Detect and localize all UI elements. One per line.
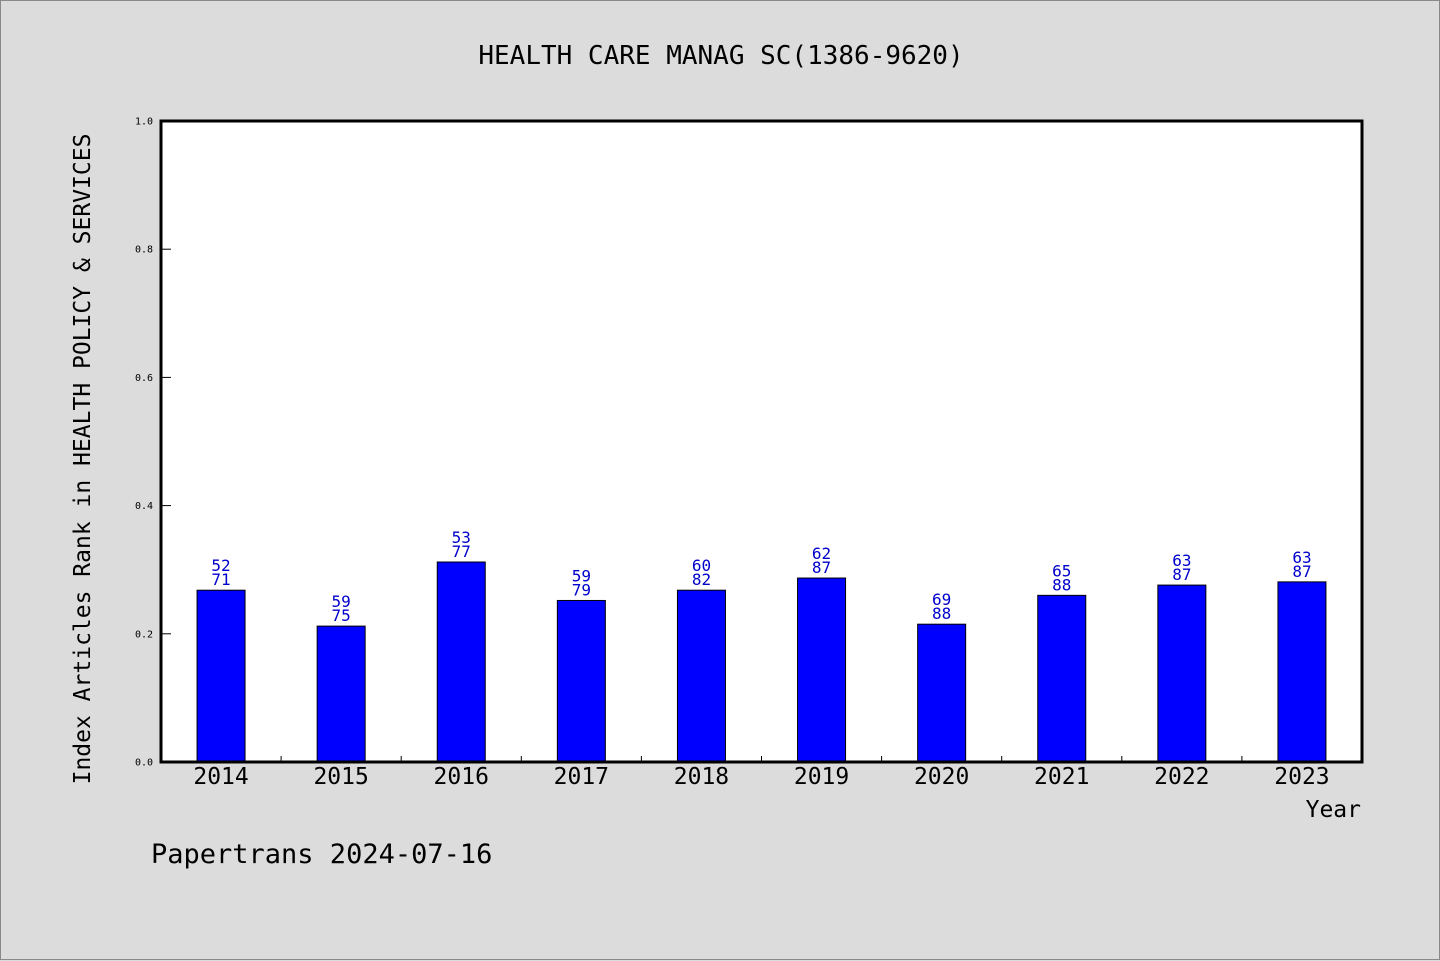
total-label: 79	[572, 580, 591, 599]
x-tick-label: 2018	[674, 764, 729, 790]
total-label: 87	[1292, 562, 1311, 581]
x-tick-label: 2014	[193, 764, 248, 790]
chart-title: HEALTH CARE MANAG SC(1386-9620)	[478, 41, 963, 71]
y-axis-label: Index Articles Rank in HEALTH POLICY & S…	[70, 134, 96, 785]
rank-label: 63	[1292, 548, 1311, 567]
x-tick-label: 2021	[1034, 764, 1089, 790]
total-label: 82	[692, 570, 711, 589]
y-tick-label: 0.2	[135, 629, 153, 640]
x-tick-label: 2017	[554, 764, 609, 790]
rank-label: 60	[692, 556, 711, 575]
rank-label: 59	[572, 566, 591, 585]
x-axis-ticks: 2014 2015 2016 2017 2018 2019 2020 2021 2022 2023	[193, 756, 1330, 790]
rank-label: 62	[812, 544, 831, 563]
total-label: 88	[932, 604, 951, 623]
bar	[556, 599, 606, 763]
y-tick-label: 1.0	[135, 117, 153, 128]
bar	[917, 623, 967, 763]
total-label: 71	[211, 570, 230, 589]
y-tick-label: 0.0	[135, 758, 153, 769]
total-label: 88	[1052, 575, 1071, 594]
bar	[196, 589, 246, 763]
y-tick-label: 0.6	[135, 373, 153, 384]
bar	[436, 561, 486, 763]
rank-label: 65	[1052, 561, 1071, 580]
bars-group	[196, 561, 1327, 763]
x-tick-label: 2015	[313, 764, 368, 790]
rank-label: 63	[1172, 551, 1191, 570]
bar	[797, 577, 847, 763]
bar	[1277, 581, 1327, 763]
bar	[676, 589, 726, 763]
bar	[316, 625, 366, 763]
x-tick-label: 2020	[914, 764, 969, 790]
x-tick-label: 2019	[794, 764, 849, 790]
x-tick-label: 2022	[1154, 764, 1209, 790]
x-axis-label: Year	[1306, 797, 1361, 823]
x-tick-label: 2023	[1274, 764, 1329, 790]
bar	[1037, 594, 1087, 763]
bar	[1157, 584, 1207, 763]
plot-border	[159, 119, 1364, 764]
total-label: 87	[812, 558, 831, 577]
total-label: 87	[1172, 565, 1191, 584]
rank-label: 69	[932, 590, 951, 609]
total-label: 77	[452, 542, 471, 561]
y-tick-label: 0.4	[135, 501, 153, 512]
y-tick-label: 0.8	[135, 245, 153, 256]
x-tick-label: 2016	[434, 764, 489, 790]
rank-label: 52	[211, 556, 230, 575]
rank-label: 53	[452, 528, 471, 547]
rank-label: 59	[332, 592, 351, 611]
footer-text: Papertrans 2024-07-16	[151, 839, 492, 870]
total-label: 75	[332, 606, 351, 625]
